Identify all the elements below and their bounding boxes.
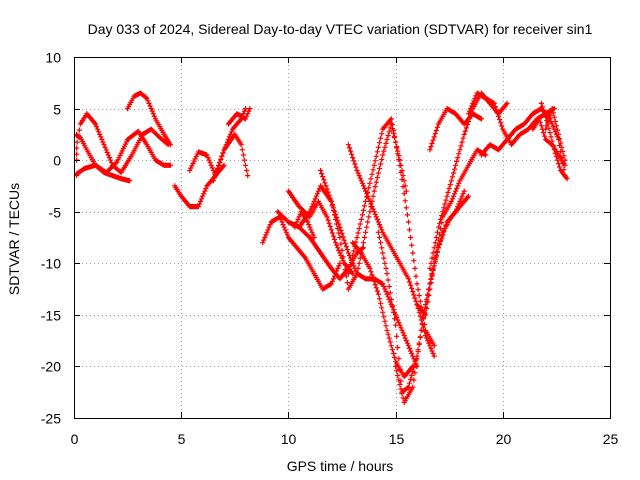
data-series-arc-g xyxy=(210,131,251,184)
x-tick-label: 10 xyxy=(281,431,297,447)
data-series-arc-u xyxy=(427,106,484,153)
x-tick-label: 25 xyxy=(603,431,619,447)
y-tick-labels: -25 -20 -15 -10 -5 0 5 10 xyxy=(41,50,61,427)
y-axis-label: SDTVAR / TECUs xyxy=(6,183,22,295)
data-series-arc-d xyxy=(125,90,174,148)
y-tick-label: 0 xyxy=(53,153,61,169)
x-tick-label: 20 xyxy=(496,431,512,447)
data-series-arc-i xyxy=(260,214,343,292)
x-axis-label: GPS time / hours xyxy=(287,458,394,474)
x-tick-labels: 0 5 10 15 20 25 xyxy=(71,431,619,447)
data-series-arc-y xyxy=(538,100,570,182)
y-tick-label: -15 xyxy=(41,308,61,324)
y-tick-label: 10 xyxy=(45,50,61,66)
data-series-arc-za xyxy=(292,209,317,241)
data-series-arc-p xyxy=(345,142,437,359)
axis-ticks xyxy=(74,57,611,419)
data-series-arc-n xyxy=(345,116,437,349)
data-series-arc-c xyxy=(74,128,174,179)
data-series-arc-h xyxy=(225,106,253,127)
y-tick-label: -25 xyxy=(41,411,61,427)
data-points xyxy=(74,90,570,406)
chart-title: Day 033 of 2024, Sidereal Day-to-day VTE… xyxy=(88,21,593,37)
y-tick-label: 5 xyxy=(53,102,61,118)
plot-frame xyxy=(74,57,611,419)
x-tick-label: 15 xyxy=(389,431,405,447)
y-tick-label: -5 xyxy=(49,205,62,221)
data-series-arc-k xyxy=(285,188,356,277)
data-series-arc-s xyxy=(414,147,489,318)
y-tick-label: -10 xyxy=(41,256,61,272)
x-tick-label: 5 xyxy=(178,431,186,447)
data-series-arc-z xyxy=(543,106,568,163)
x-tick-label: 0 xyxy=(71,431,79,447)
y-tick-label: -20 xyxy=(41,359,61,375)
